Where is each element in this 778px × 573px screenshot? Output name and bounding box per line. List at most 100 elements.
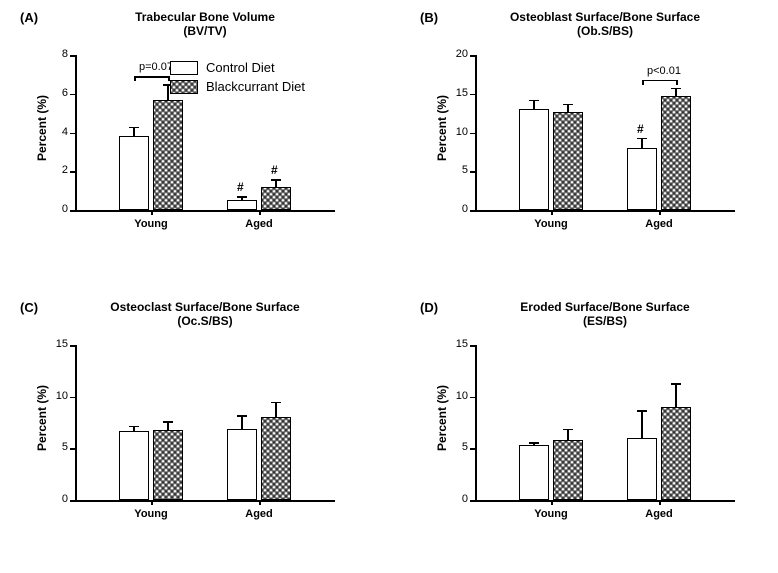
ytick: [470, 397, 475, 399]
bar-control: [627, 148, 657, 210]
legend-swatch-control: [170, 61, 198, 75]
xtick: [551, 500, 553, 505]
ytick: [470, 171, 475, 173]
panel-title-B: Osteoblast Surface/Bone Surface (Ob.S/BS…: [455, 10, 755, 39]
errorcap: [271, 179, 281, 181]
legend-row-blackcurrant: Blackcurrant Diet: [170, 79, 305, 94]
ytick-label: 0: [440, 493, 468, 505]
bar-blackcurrant: [261, 417, 291, 500]
errorcap: [563, 104, 573, 106]
bar-blackcurrant: [153, 430, 183, 500]
bracket: [134, 76, 168, 78]
bar-blackcurrant: [553, 112, 583, 210]
xtick: [259, 210, 261, 215]
ytick: [70, 397, 75, 399]
y-axis: [475, 55, 477, 210]
bar-control: [227, 200, 257, 210]
bar-control: [627, 438, 657, 500]
ytick: [470, 448, 475, 450]
bar-control: [119, 431, 149, 500]
figure-root: (A)Trabecular Bone Volume (BV/TV)02468Pe…: [0, 0, 778, 573]
panel-label-D: (D): [420, 300, 438, 315]
bar-blackcurrant: [661, 96, 691, 210]
errorcap: [563, 429, 573, 431]
ytick: [70, 500, 75, 502]
errorcap: [237, 415, 247, 417]
errorcap: [237, 196, 247, 198]
errorcap: [529, 100, 539, 102]
panel-label-A: (A): [20, 10, 38, 25]
xtick: [151, 500, 153, 505]
ylabel: Percent (%): [435, 378, 449, 458]
xtick: [259, 500, 261, 505]
ytick: [470, 210, 475, 212]
ytick: [470, 55, 475, 57]
ytick: [70, 171, 75, 173]
bar-blackcurrant: [553, 440, 583, 500]
errorcap: [637, 410, 647, 412]
y-axis: [75, 55, 77, 210]
ytick: [70, 210, 75, 212]
errorbar: [641, 138, 643, 148]
bracket: [642, 80, 676, 82]
ytick: [70, 133, 75, 135]
errorcap: [637, 138, 647, 140]
xtick: [659, 210, 661, 215]
xaxis-label: Young: [521, 508, 581, 520]
errorcap: [271, 402, 281, 404]
bar-blackcurrant: [661, 407, 691, 500]
errorbar: [241, 415, 243, 428]
bracket-drop: [676, 80, 678, 85]
x-axis: [75, 210, 335, 212]
ytick: [470, 94, 475, 96]
errorcap: [671, 383, 681, 385]
bar-control: [227, 429, 257, 500]
legend-label-control: Control Diet: [206, 60, 275, 75]
xaxis-label: Aged: [229, 508, 289, 520]
errorcap: [129, 127, 139, 129]
p-value-label: p<0.01: [634, 65, 694, 77]
panel-label-C: (C): [20, 300, 38, 315]
y-axis: [75, 345, 77, 500]
ylabel: Percent (%): [35, 378, 49, 458]
legend-label-blackcurrant: Blackcurrant Diet: [206, 79, 305, 94]
bracket-drop: [642, 80, 644, 85]
errorcap: [671, 88, 681, 90]
ytick-label: 0: [40, 493, 68, 505]
ytick-label: 15: [40, 338, 68, 350]
ytick: [70, 55, 75, 57]
ytick-label: 20: [440, 48, 468, 60]
xtick: [659, 500, 661, 505]
errorcap: [163, 421, 173, 423]
errorbar: [167, 84, 169, 100]
errorbar: [675, 383, 677, 407]
ytick-label: 8: [40, 48, 68, 60]
bar-blackcurrant: [153, 100, 183, 210]
x-axis: [475, 210, 735, 212]
legend: Control Diet Blackcurrant Diet: [170, 60, 305, 98]
xaxis-label: Young: [521, 218, 581, 230]
bracket-drop: [134, 76, 136, 81]
ytick-label: 0: [440, 203, 468, 215]
hash-mark: #: [637, 122, 644, 136]
errorbar: [275, 402, 277, 418]
ytick-label: 15: [440, 338, 468, 350]
bar-control: [119, 136, 149, 210]
legend-swatch-blackcurrant: [170, 80, 198, 94]
errorbar: [567, 429, 569, 440]
ytick: [470, 500, 475, 502]
y-axis: [475, 345, 477, 500]
x-axis: [475, 500, 735, 502]
legend-row-control: Control Diet: [170, 60, 305, 75]
errorbar: [641, 410, 643, 438]
xaxis-label: Aged: [629, 218, 689, 230]
xtick: [551, 210, 553, 215]
errorcap: [529, 442, 539, 444]
hash-mark: #: [237, 180, 244, 194]
ylabel: Percent (%): [35, 88, 49, 168]
hash-mark: #: [271, 163, 278, 177]
panel-label-B: (B): [420, 10, 438, 25]
ytick: [470, 345, 475, 347]
ytick: [70, 345, 75, 347]
ylabel: Percent (%): [435, 88, 449, 168]
